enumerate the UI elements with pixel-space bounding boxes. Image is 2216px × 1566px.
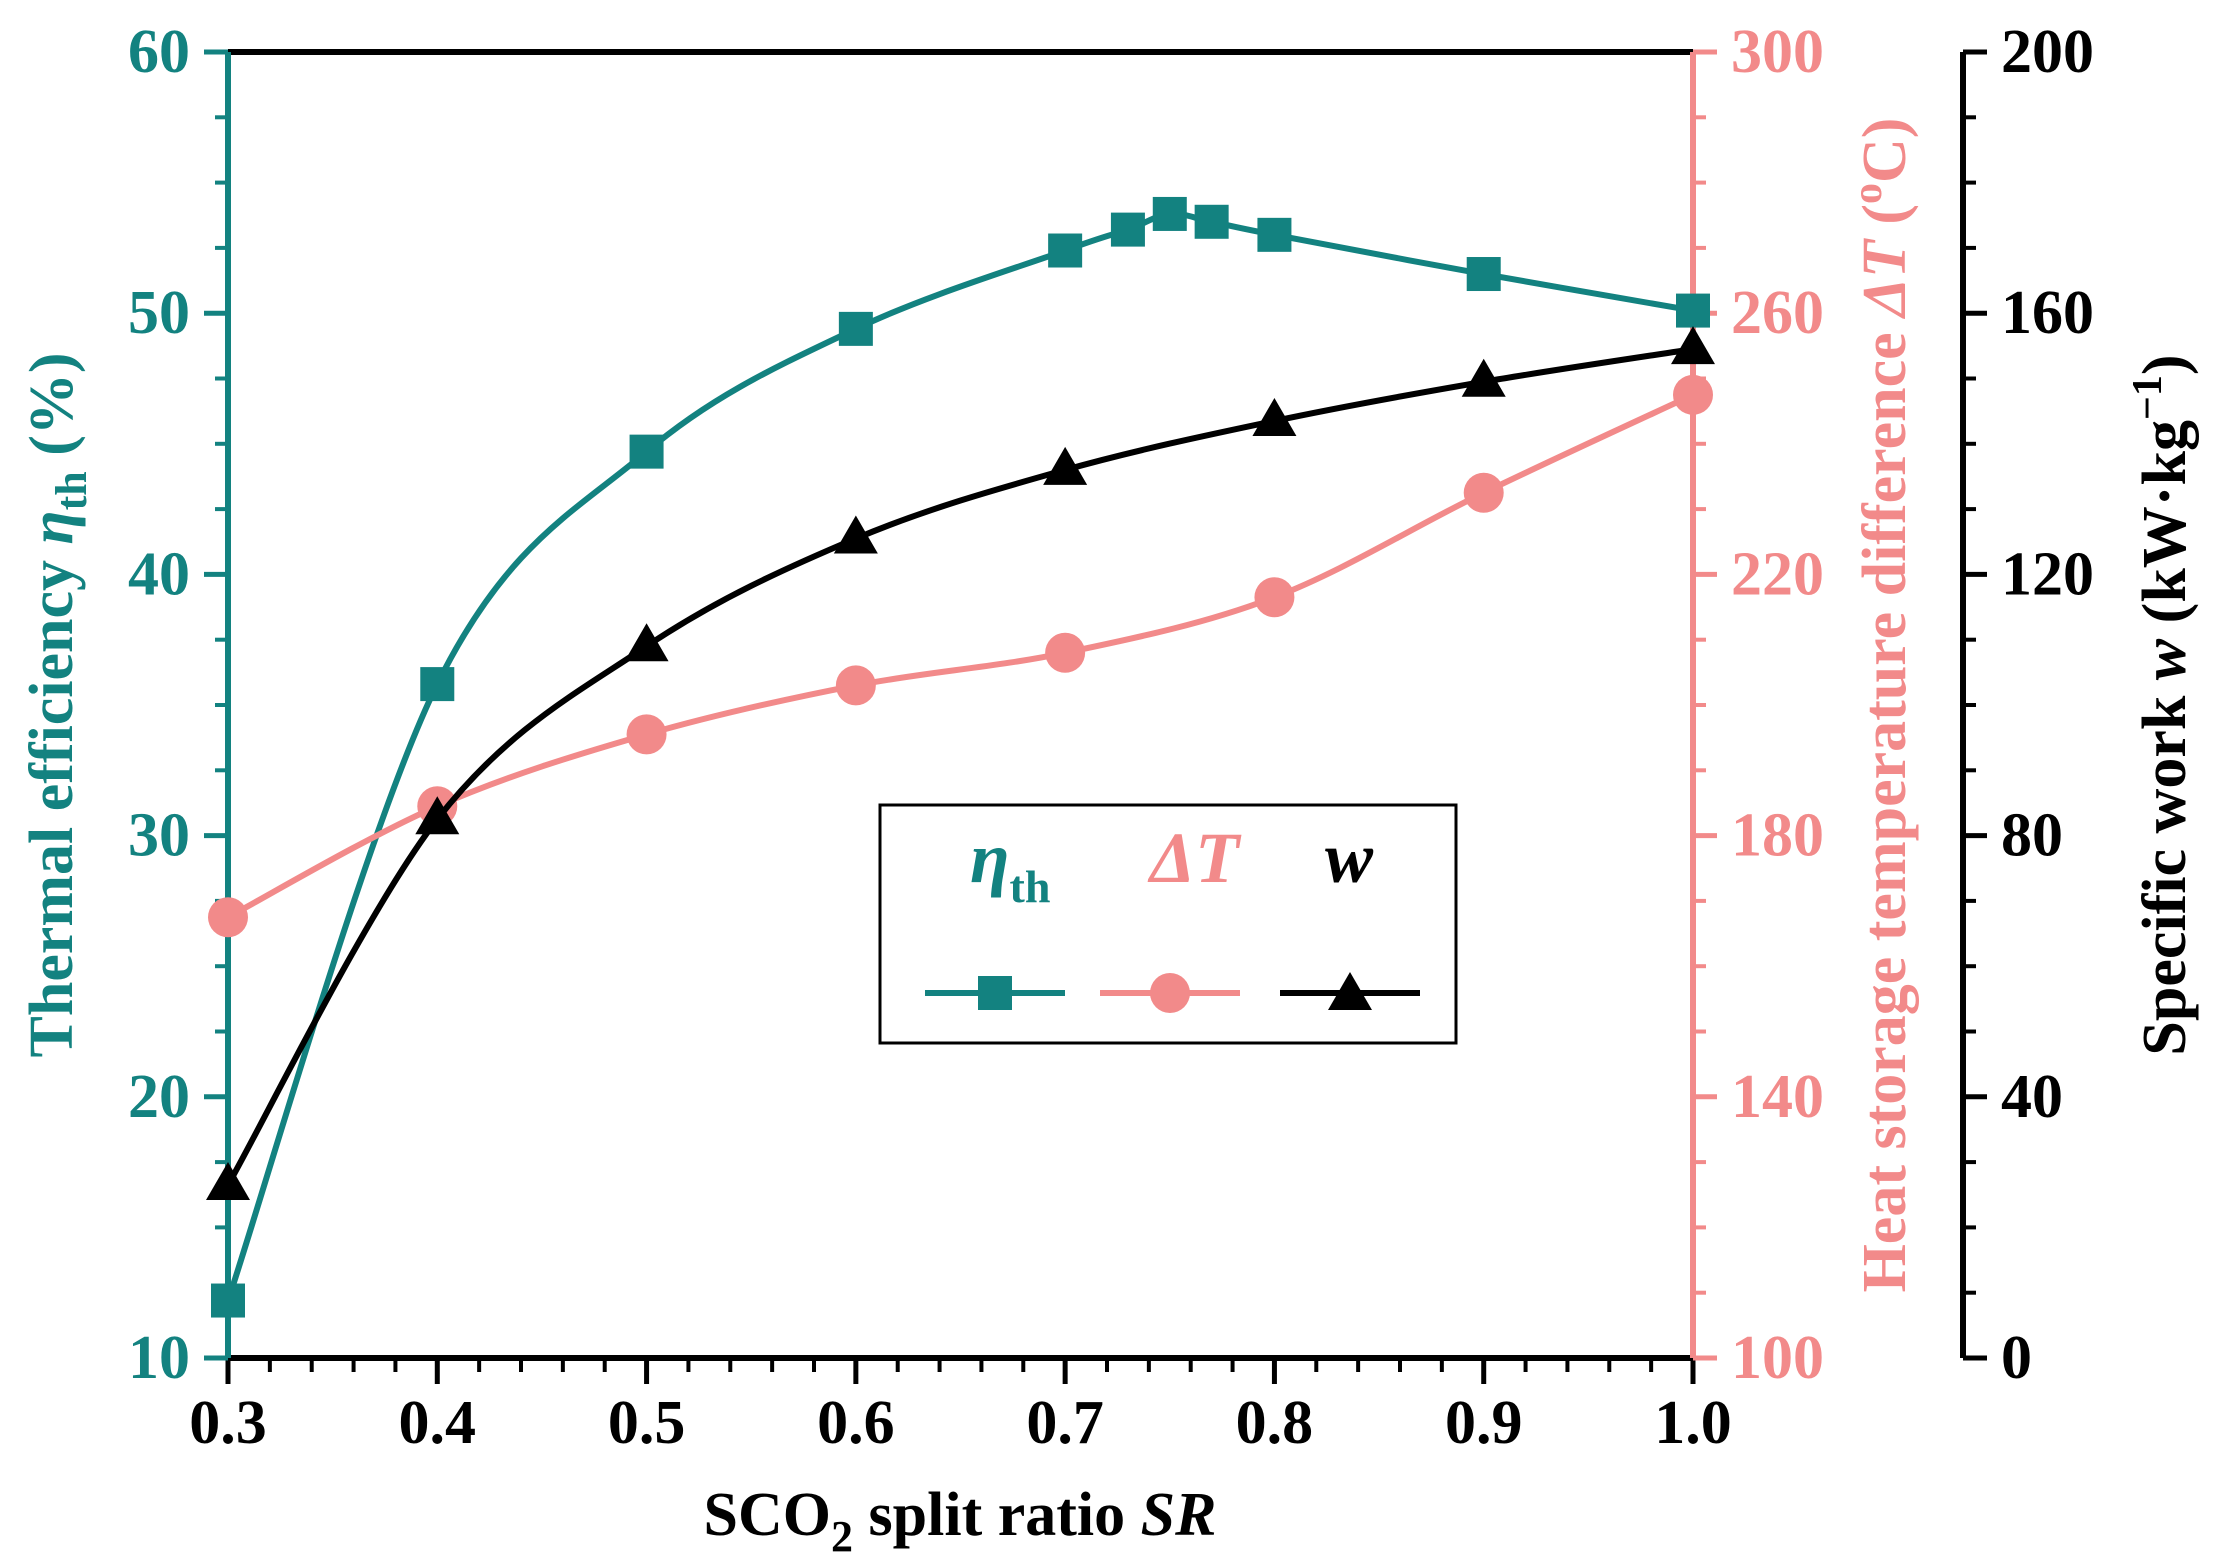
eta-point	[838, 311, 873, 346]
left-tick-label: 50	[128, 279, 190, 347]
ticks-layer: 0.3 0.4 0.5 0.6 0.7 0.8 0.9 1.0 10 20 30 40 50 60 100 1…	[128, 18, 2094, 1457]
w-point	[1461, 358, 1506, 397]
left-tick-label: 40	[128, 540, 190, 608]
left-tick-label: 20	[128, 1063, 190, 1131]
delta-t-point	[1463, 472, 1504, 513]
w-point	[206, 1161, 250, 1200]
x-tick-label: 0.9	[1445, 1389, 1523, 1457]
delta-t-point	[1045, 632, 1086, 673]
right2-tick-label: 0	[2001, 1324, 2032, 1392]
series-line-square	[225, 210, 1694, 1302]
legend-label-eta: ηth	[970, 818, 1050, 912]
eta-point	[1194, 204, 1229, 239]
w-point	[624, 623, 669, 662]
x-tick-label: 0.4	[399, 1389, 477, 1457]
x-tick-label: 0.7	[1026, 1389, 1104, 1457]
right1-tick-label: 140	[1731, 1063, 1824, 1131]
w-point	[1043, 446, 1088, 485]
x-tick-label: 0.3	[189, 1389, 267, 1457]
legend-label-w: w	[1325, 818, 1374, 898]
legend-label-delta-t: ΔT	[1147, 818, 1242, 898]
right2-y-axis-title: Specific work w (kW·kg−1)	[2125, 354, 2199, 1055]
legend-marker-eta	[978, 976, 1012, 1010]
right1-y-axis-title: Heat storage temperature difference ΔT (…	[1845, 118, 1919, 1293]
x-tick-label: 0.6	[817, 1389, 895, 1457]
right1-tick-label: 300	[1731, 18, 1824, 86]
right1-tick-label: 220	[1731, 540, 1824, 608]
eta-point	[1110, 212, 1145, 247]
eta-point	[1466, 257, 1501, 292]
right2-tick-label: 120	[2001, 540, 2094, 608]
left-tick-label: 30	[128, 802, 190, 870]
w-point	[415, 796, 460, 835]
right1-tick-label: 260	[1731, 279, 1824, 347]
legend-marker-delta-t	[1150, 973, 1190, 1013]
legend: ηth ΔT w	[878, 803, 1458, 1045]
w-point	[1671, 326, 1715, 365]
x-tick-label: 0.5	[608, 1389, 686, 1457]
w-point	[1252, 397, 1297, 436]
series-layer	[206, 196, 1715, 1318]
series-line-triangle	[225, 346, 1694, 1187]
eta-point	[629, 434, 664, 469]
eta-point	[1676, 293, 1710, 328]
delta-t-point	[626, 714, 667, 755]
x-tick-label: 0.8	[1236, 1389, 1314, 1457]
x-axis-title: SCO2 split ratio SR	[704, 1481, 1217, 1561]
eta-point	[211, 1283, 245, 1318]
delta-t-point	[1673, 374, 1713, 415]
right1-tick-label: 100	[1731, 1324, 1824, 1392]
eta-point	[1152, 196, 1187, 231]
eta-point	[1257, 217, 1292, 252]
right1-tick-label: 180	[1731, 802, 1824, 870]
right2-tick-label: 160	[2001, 279, 2094, 347]
x-tick-label: 1.0	[1654, 1389, 1732, 1457]
eta-point	[420, 667, 455, 702]
eta-point	[1048, 233, 1083, 268]
left-tick-label: 10	[128, 1324, 190, 1392]
legend-marker-w	[1328, 972, 1372, 1010]
right2-tick-label: 200	[2001, 18, 2094, 86]
left-y-axis-title: Thermal efficiency ηth (%)	[18, 353, 96, 1058]
right2-tick-label: 80	[2001, 802, 2063, 870]
w-point	[833, 515, 878, 554]
right2-tick-label: 40	[2001, 1063, 2063, 1131]
delta-t-point	[208, 897, 248, 938]
delta-t-point	[1254, 577, 1295, 618]
delta-t-point	[835, 665, 876, 706]
left-tick-label: 60	[128, 18, 190, 86]
